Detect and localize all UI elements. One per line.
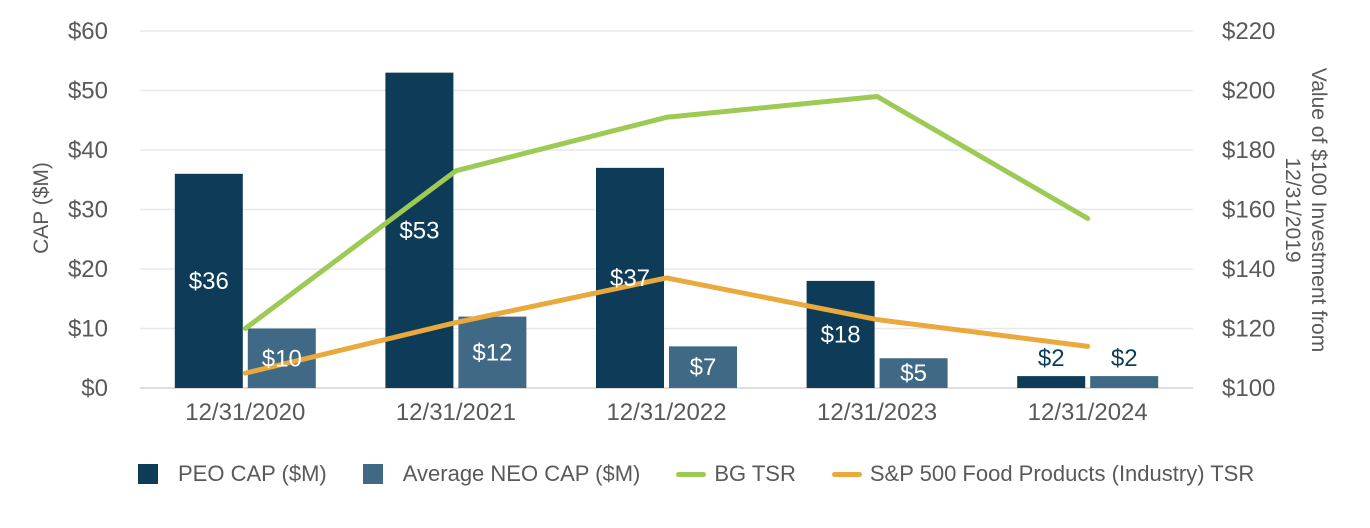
x-axis-tick: 12/31/2021 xyxy=(396,399,516,426)
left-axis-tick: $20 xyxy=(68,256,108,283)
bar-label: $53 xyxy=(399,217,439,244)
legend-label: BG TSR xyxy=(714,461,796,486)
bar-peo-cap-m xyxy=(596,167,664,388)
bar-label: $36 xyxy=(189,268,229,295)
legend: PEO CAP ($M) Average NEO CAP ($M) BG TSR S&… xyxy=(138,461,1254,487)
x-axis-tick: 12/31/2020 xyxy=(185,399,305,426)
bar-label: $7 xyxy=(690,354,717,381)
legend-label: S&P 500 Food Products (Industry) TSR xyxy=(869,461,1255,486)
left-axis-tick: $10 xyxy=(68,316,108,343)
line-s-p-500-food-products-industry-tsr xyxy=(242,275,1091,376)
right-axis-tick: $200 xyxy=(1222,78,1275,105)
right-axis-tick: $100 xyxy=(1222,375,1275,402)
right-axis-tick: $140 xyxy=(1222,256,1275,283)
legend-item-s-p-500-food-products-industry-tsr: S&P 500 Food Products (Industry) TSR xyxy=(831,461,1255,487)
right-axis-tick: $120 xyxy=(1222,316,1275,343)
right-axis-tick: $180 xyxy=(1222,137,1275,164)
x-axis-tick: 12/31/2022 xyxy=(606,399,726,426)
legend-label: Average NEO CAP ($M) xyxy=(402,461,641,486)
legend-square-swatch xyxy=(138,464,158,484)
legend-line-swatch xyxy=(831,471,862,477)
bar-label: $18 xyxy=(821,321,861,348)
bar-peo-cap-m xyxy=(806,280,875,388)
left-axis-tick: $50 xyxy=(68,78,108,105)
bar-peo-cap-m xyxy=(1017,376,1086,388)
legend-item-peo-cap-m: PEO CAP ($M) xyxy=(138,461,327,487)
bar-average-neo-cap-m xyxy=(1090,376,1159,388)
left-axis-title: CAP ($M) xyxy=(30,162,53,254)
x-axis-tick: 12/31/2023 xyxy=(817,399,937,426)
bar-label: $10 xyxy=(262,345,302,372)
bar-label: $2 xyxy=(1111,345,1138,372)
line-bg-tsr xyxy=(242,93,1091,331)
left-axis-tick: $0 xyxy=(81,375,108,402)
left-axis-tick: $30 xyxy=(68,197,108,224)
bar-average-neo-cap-m xyxy=(458,316,527,388)
legend-label: PEO CAP ($M) xyxy=(178,461,327,486)
combo-chart: $0 $10 $20 $30 $40 $50 $60 $100 $120 $140 $160 $180… xyxy=(68,18,1275,426)
legend-line-swatch xyxy=(676,471,707,477)
x-axis-tick: 12/31/2024 xyxy=(1028,399,1148,426)
bar-average-neo-cap-m xyxy=(879,358,948,388)
bar-average-neo-cap-m xyxy=(669,346,737,388)
bar-label: $12 xyxy=(472,339,512,366)
legend-square-swatch xyxy=(362,464,383,484)
left-axis-tick: $60 xyxy=(68,18,108,45)
right-axis-tick: $220 xyxy=(1222,18,1275,45)
legend-item-bg-tsr: BG TSR xyxy=(676,461,796,487)
bar-label: $2 xyxy=(1038,345,1065,372)
bar-label: $5 xyxy=(900,360,927,387)
left-axis-tick: $40 xyxy=(68,137,108,164)
bar-label: $37 xyxy=(610,265,650,292)
bar-peo-cap-m xyxy=(174,173,243,388)
right-axis-tick: $160 xyxy=(1222,197,1275,224)
right-axis-title: Value of $100 Investment from 12/31/2019 xyxy=(1281,67,1330,353)
legend-item-average-neo-cap-m: Average NEO CAP ($M) xyxy=(362,461,641,487)
